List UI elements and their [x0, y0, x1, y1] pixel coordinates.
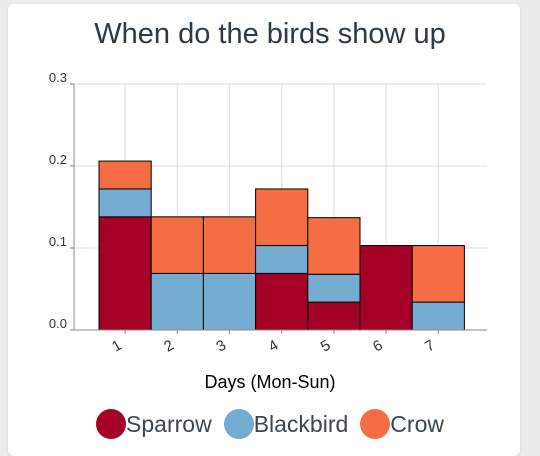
x-tick-label: 4	[266, 337, 282, 356]
bar-crow-day-5	[307, 217, 361, 275]
bar-sparrow-day-1	[98, 216, 152, 331]
x-tick-label: 1	[109, 337, 125, 356]
y-tick-label: 0.0	[49, 316, 67, 331]
x-axis-label: Days (Mon-Sun)	[204, 372, 335, 392]
bar-crow-day-2	[150, 216, 204, 274]
legend-item-crow[interactable]: Crow	[360, 409, 444, 439]
x-tick-label: 3	[213, 337, 229, 356]
bar-blackbird-day-3	[202, 272, 257, 331]
legend-item-sparrow[interactable]: Sparrow	[96, 409, 212, 439]
legend-swatch-sparrow	[96, 409, 127, 439]
bar-crow-day-1	[98, 160, 152, 190]
legend-label-blackbird: Blackbird	[253, 410, 349, 437]
bar-blackbird-day-2	[150, 272, 204, 331]
bar-sparrow-day-5	[307, 301, 361, 331]
legend-label-crow: Crow	[390, 410, 444, 437]
bar-sparrow-day-4	[255, 272, 309, 331]
bar-blackbird-day-7	[411, 301, 465, 331]
y-tick-label: 0.2	[49, 152, 67, 167]
x-tick-label: 2	[161, 337, 177, 356]
bar-blackbird-day-5	[307, 273, 361, 303]
legend-item-blackbird[interactable]: Blackbird	[223, 409, 349, 439]
x-tick-label: 7	[422, 337, 438, 356]
legend: Sparrow Blackbird Crow	[0, 404, 540, 444]
bar-blackbird-day-1	[98, 188, 152, 218]
chart-title: When do the birds show up	[94, 18, 446, 50]
x-tick-label: 5	[318, 337, 334, 356]
y-tick-label: 0.1	[49, 234, 67, 249]
legend-swatch-crow	[360, 409, 391, 439]
y-tick-label: 0.3	[49, 70, 67, 85]
bar-crow-day-3	[202, 216, 257, 274]
bar-crow-day-4	[255, 188, 309, 247]
bar-blackbird-day-4	[255, 245, 309, 274]
x-tick-label: 6	[370, 337, 386, 356]
legend-swatch-blackbird	[223, 409, 254, 439]
bar-sparrow-day-6	[359, 245, 413, 331]
bar-crow-day-7	[411, 245, 465, 303]
legend-label-sparrow: Sparrow	[126, 410, 212, 437]
